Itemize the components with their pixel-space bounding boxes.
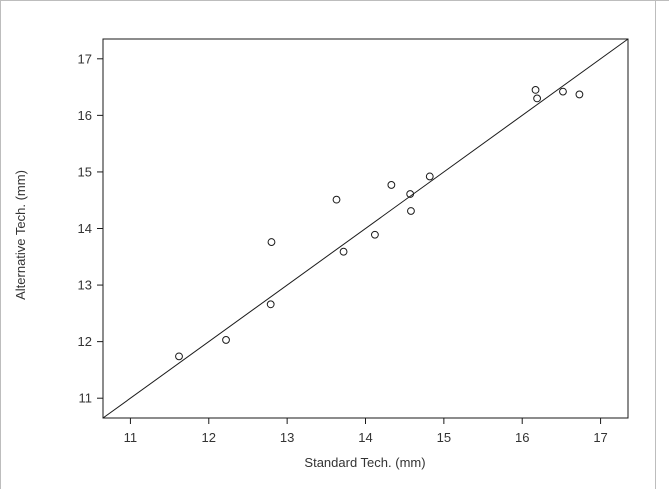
data-point [425,172,434,181]
data-point [575,90,584,99]
x-tick-label: 11 [124,430,138,445]
data-point [222,336,230,344]
y-axis-label: Alternative Tech. (mm) [13,170,28,300]
x-tick-label: 15 [437,430,451,445]
data-point [332,195,341,204]
data-point [407,207,415,215]
data-point [371,230,379,239]
reference-line [102,38,629,419]
x-tick-label: 14 [358,430,372,445]
x-tick-label: 17 [593,430,607,445]
y-tick-label: 15 [78,164,92,179]
y-tick-label: 14 [78,221,92,236]
x-tick-label: 16 [515,430,529,445]
data-point [533,94,542,103]
data-point [387,181,396,189]
x-tick-label: 13 [280,430,294,445]
y-tick-label: 12 [78,334,92,349]
data-point [339,247,348,256]
data-point [267,238,276,246]
data-point [531,86,540,94]
y-tick-label: 16 [78,108,92,123]
plot-layer: 11 12 13 14 15 16 17 11 12 13 14 15 16 17 [78,38,629,445]
data-point [175,352,183,361]
y-tick-label: 13 [78,278,92,293]
x-axis-label: Standard Tech. (mm) [304,455,425,470]
y-tick-label: 11 [79,391,93,406]
data-point [266,300,275,309]
data-point [559,87,567,96]
y-tick-label: 17 [78,51,92,66]
x-tick-label: 12 [202,430,216,445]
data-point [406,190,415,198]
